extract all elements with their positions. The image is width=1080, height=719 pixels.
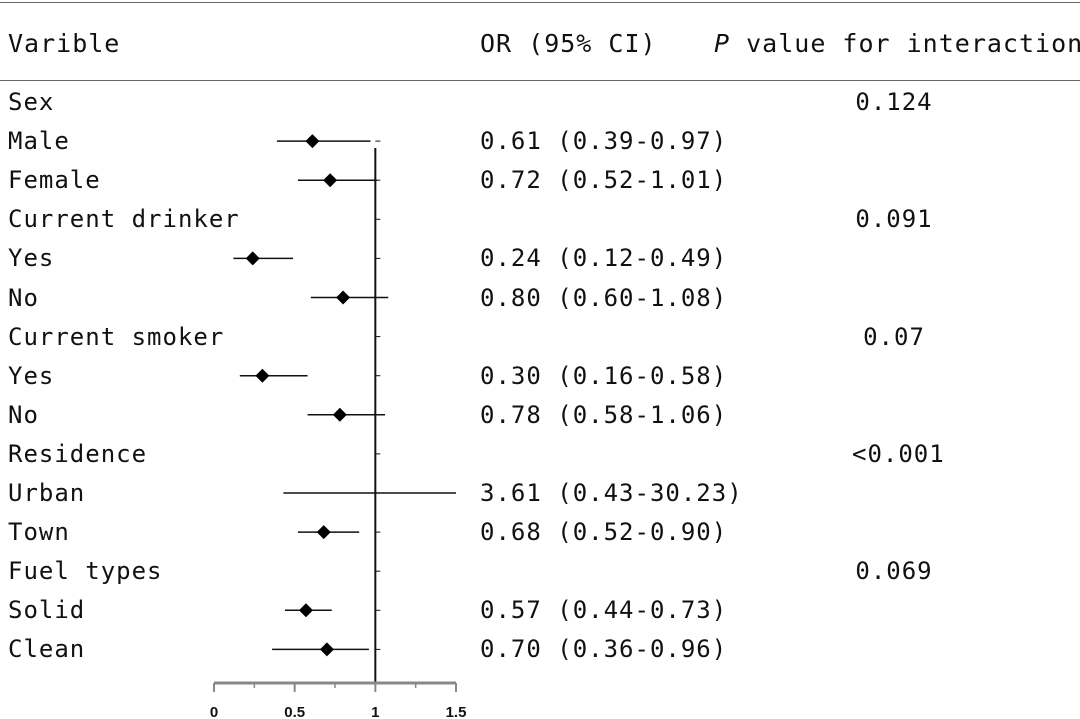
or-diamond xyxy=(255,368,270,383)
or-diamond xyxy=(336,290,351,305)
row-label: Male xyxy=(8,127,70,156)
x-tick-label: 1.5 xyxy=(446,704,467,719)
row-label: Current smoker xyxy=(8,322,225,351)
or-diamond xyxy=(305,134,320,149)
column-header-or: OR (95% CI) xyxy=(480,29,657,58)
x-tick-label: 1 xyxy=(371,704,379,719)
row-label: No xyxy=(8,283,39,312)
column-header-variable: Varible xyxy=(8,29,121,58)
row-label: Sex xyxy=(8,88,55,116)
row-p-value: 0.069 xyxy=(855,557,933,586)
header-rule xyxy=(0,80,1080,81)
or-diamond xyxy=(316,525,331,540)
row-label: Town xyxy=(8,518,70,547)
row-p-value: 0.124 xyxy=(855,88,933,116)
row-or-ci: 0.57 (0.44-0.73) xyxy=(480,596,728,625)
row-or-ci: 0.72 (0.52-1.01) xyxy=(480,166,728,195)
row-or-ci: 0.68 (0.52-0.90) xyxy=(480,518,728,547)
x-tick-label: 0 xyxy=(210,704,218,719)
row-p-value: 0.091 xyxy=(855,205,933,234)
or-diamond xyxy=(245,251,260,266)
row-label: Current drinker xyxy=(8,205,240,234)
x-tick-label: 0.5 xyxy=(284,704,305,719)
row-or-ci: 0.78 (0.58-1.06) xyxy=(480,400,728,429)
p-letter: P xyxy=(714,29,731,58)
row-label: Residence xyxy=(8,439,148,468)
row-or-ci: 3.61 (0.43-30.23) xyxy=(480,479,743,507)
column-header-p-value: P value for interaction xyxy=(714,30,1080,58)
or-diamond xyxy=(323,173,338,188)
row-label: Fuel types xyxy=(8,557,163,586)
row-or-ci: 0.80 (0.60-1.08) xyxy=(480,283,728,312)
row-p-value: <0.001 xyxy=(852,439,945,468)
row-label: Yes xyxy=(8,244,55,273)
row-or-ci: 0.30 (0.16-0.58) xyxy=(480,361,728,390)
row-label: Solid xyxy=(8,596,86,625)
row-label: Clean xyxy=(8,635,86,664)
top-rule xyxy=(0,2,1080,3)
row-label: Female xyxy=(8,166,101,195)
row-or-ci: 0.70 (0.36-0.96) xyxy=(480,635,728,664)
or-diamond xyxy=(332,407,347,422)
row-label: Yes xyxy=(8,361,55,390)
row-label: Urban xyxy=(8,479,86,507)
or-diamond xyxy=(298,603,313,618)
row-p-value: 0.07 xyxy=(863,322,925,351)
or-diamond xyxy=(319,642,334,657)
row-or-ci: 0.61 (0.39-0.97) xyxy=(480,127,728,156)
row-label: No xyxy=(8,400,39,429)
row-or-ci: 0.24 (0.12-0.49) xyxy=(480,244,728,273)
p-value-rest: value for interaction xyxy=(730,29,1080,58)
